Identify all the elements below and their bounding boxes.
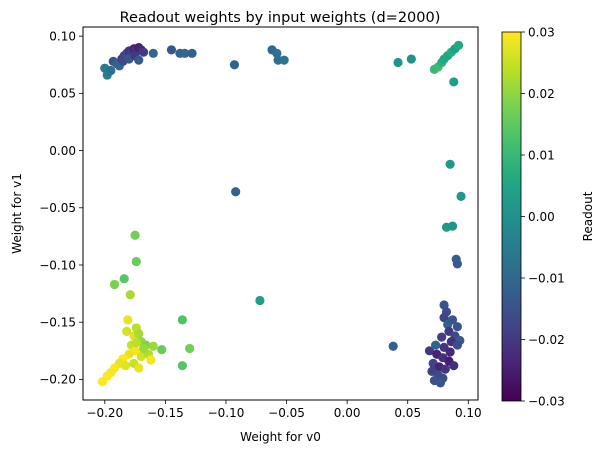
data-point [187, 48, 197, 58]
data-point [185, 343, 195, 354]
data-point [454, 40, 464, 50]
data-point [388, 341, 398, 351]
colorbar-tick-label: 0.00 [528, 210, 555, 224]
data-point [134, 55, 144, 65]
data-point [424, 346, 435, 356]
data-point [130, 230, 140, 240]
data-point [447, 221, 458, 231]
data-point [440, 364, 450, 374]
data-point [122, 326, 132, 336]
data-point [146, 355, 156, 365]
data-point [166, 45, 177, 55]
colorbar-tick-label: 0.01 [528, 148, 555, 162]
x-tick-label: −0.10 [208, 406, 245, 420]
x-tick-label: 0.10 [455, 406, 482, 420]
data-point [177, 361, 187, 371]
x-tick-label: 0.05 [394, 406, 421, 420]
data-point [138, 343, 149, 354]
data-point [447, 315, 458, 325]
x-axis: −0.20 −0.15 −0.10 −0.05 0.00 0.05 0.10 [86, 400, 482, 420]
data-point [449, 77, 459, 87]
x-tick-label: −0.05 [268, 406, 305, 420]
y-axis: 0.10 0.05 0.00 −0.05 −0.10 −0.15 −0.20 [39, 29, 83, 387]
data-point [136, 351, 146, 362]
data-point [435, 378, 446, 388]
data-point [134, 329, 144, 339]
data-point [157, 345, 167, 355]
plot-frame [82, 26, 479, 401]
colorbar-label: Readout [581, 191, 595, 241]
data-point [430, 340, 441, 350]
points-layer [97, 40, 466, 388]
data-point [138, 47, 149, 57]
data-point [131, 338, 141, 348]
data-point [279, 55, 289, 65]
colorbar-tick-label: −0.01 [528, 271, 565, 285]
x-tick-label: 0.00 [334, 406, 361, 420]
y-tick-label: −0.05 [39, 201, 76, 215]
x-axis-label: Weight for v0 [240, 430, 321, 444]
data-point [437, 332, 447, 342]
data-point [177, 315, 187, 325]
x-tick-label: −0.20 [86, 406, 123, 420]
chart-title: Readout weights by input weights (d=2000… [120, 10, 441, 26]
data-point [393, 57, 403, 68]
y-tick-label: −0.20 [39, 373, 76, 387]
data-point [148, 341, 158, 351]
colorbar-axis: 0.03 0.02 0.01 0.00 −0.01 −0.02 −0.03 [521, 25, 565, 408]
data-point [452, 259, 462, 269]
data-point [180, 48, 190, 58]
y-tick-label: −0.15 [39, 315, 76, 329]
y-axis-label: Weight for v1 [10, 173, 24, 254]
colorbar-tick-label: 0.03 [528, 25, 555, 39]
data-point [119, 274, 129, 284]
colorbar-tick-label: 0.02 [528, 87, 555, 101]
data-point [123, 315, 133, 325]
y-tick-label: −0.10 [39, 258, 76, 272]
data-point [445, 347, 455, 357]
data-point [229, 60, 240, 70]
data-point [134, 363, 144, 373]
data-point [445, 159, 455, 169]
data-point [120, 361, 131, 371]
data-point [452, 322, 462, 332]
y-tick-label: 0.10 [49, 29, 76, 43]
data-point [148, 48, 158, 58]
data-point [449, 361, 459, 371]
data-point [231, 187, 241, 197]
data-point [97, 377, 107, 387]
y-tick-label: 0.05 [49, 87, 76, 101]
data-point [456, 191, 466, 201]
colorbar-tick-label: −0.03 [528, 394, 565, 408]
data-point [406, 54, 416, 64]
colorbar [501, 31, 522, 402]
data-point [131, 256, 141, 267]
colorbar-tick-label: −0.02 [528, 333, 565, 347]
data-point [125, 290, 135, 300]
x-tick-label: −0.15 [147, 406, 184, 420]
data-point [106, 65, 116, 76]
data-point [272, 48, 282, 58]
data-point [452, 340, 462, 350]
y-tick-label: 0.00 [49, 144, 76, 158]
data-point [255, 295, 265, 306]
data-point [439, 313, 449, 323]
data-point [109, 279, 120, 290]
